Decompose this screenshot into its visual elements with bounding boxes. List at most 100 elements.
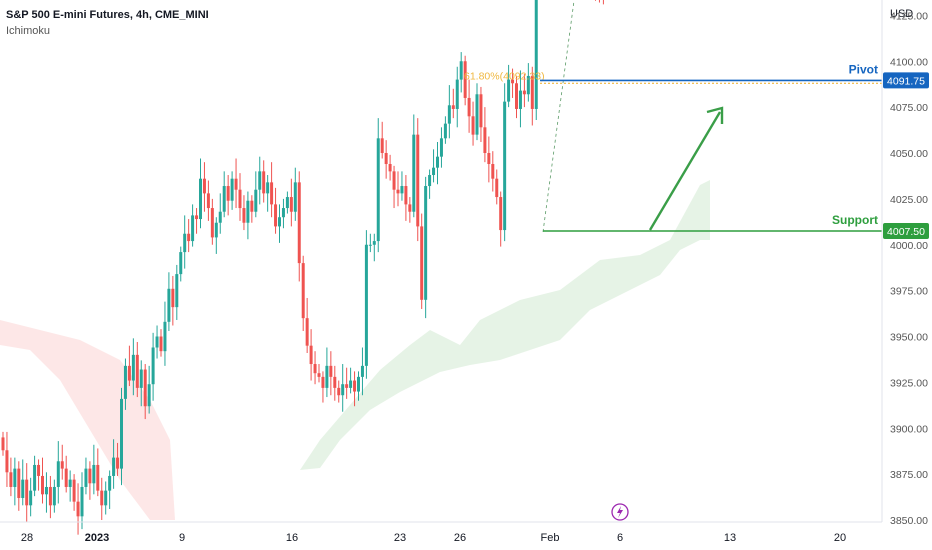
candle-body: [242, 208, 246, 223]
candle-body: [199, 178, 202, 220]
candle-body: [313, 364, 317, 374]
ichimoku-cloud: [0, 180, 710, 520]
candle-body: [262, 171, 266, 194]
candle-body: [333, 376, 337, 388]
candle-body: [9, 472, 13, 487]
candle-body: [515, 83, 518, 109]
candle-body: [80, 486, 84, 517]
candle-body: [321, 376, 325, 388]
candle-body: [44, 486, 48, 495]
candle-body: [305, 318, 309, 346]
price-tick-label: 3975.00: [890, 286, 928, 298]
candle-body: [175, 274, 179, 308]
candle-body: [270, 182, 274, 205]
candle-body: [151, 347, 155, 385]
pivot-label: Pivot: [849, 62, 878, 76]
candle-body: [56, 461, 60, 487]
candlestick-series: [1, 0, 604, 535]
candle-body: [100, 490, 104, 506]
candle-body: [163, 321, 167, 352]
candle-body: [210, 208, 214, 238]
candle-body: [329, 365, 333, 377]
candle-body: [388, 164, 392, 172]
candle-body: [491, 164, 495, 179]
candle-body: [226, 186, 230, 201]
candle-body: [167, 288, 171, 322]
indicator-label[interactable]: Ichimoku: [6, 25, 51, 37]
fib-label: 61.80%(4092.33): [464, 70, 545, 82]
candle-body: [451, 105, 455, 109]
candle-body: [206, 193, 210, 209]
candle-body: [147, 384, 151, 407]
candle-body: [289, 197, 293, 212]
time-tick-label: 16: [286, 532, 298, 544]
candle-body: [202, 178, 206, 194]
price-tick-label: 3875.00: [890, 469, 928, 481]
projection-arrow-head: [706, 106, 724, 124]
candle-body: [325, 365, 329, 388]
candle-body: [479, 94, 483, 128]
candle-body: [285, 197, 289, 209]
candle-body: [195, 215, 199, 220]
candle-body: [48, 486, 52, 506]
candle-body: [455, 79, 459, 109]
currency-label: USD: [890, 8, 914, 20]
candle-body: [96, 464, 100, 491]
candle-body: [487, 153, 491, 165]
candle-body: [104, 490, 108, 506]
candle-body: [230, 178, 234, 201]
candle-body: [511, 79, 515, 84]
candle-body: [37, 464, 41, 476]
candle-body: [68, 479, 72, 487]
candle-body: [530, 75, 534, 109]
candle-body: [281, 208, 285, 218]
candle-body: [76, 501, 80, 517]
candle-body: [297, 182, 301, 264]
candle-body: [364, 244, 368, 366]
candle-body: [135, 354, 139, 388]
price-tick-label: 4050.00: [890, 148, 928, 160]
candle-body: [372, 241, 376, 245]
price-tick-label: 3850.00: [890, 515, 928, 527]
candle-body: [380, 138, 384, 153]
candle-body: [191, 215, 195, 242]
candle-body: [376, 138, 380, 242]
candle-body: [116, 457, 120, 469]
time-tick-label: 20: [834, 532, 846, 544]
candle-body: [420, 226, 424, 300]
candle-body: [368, 244, 372, 246]
candle-body: [60, 461, 64, 469]
candle-body: [238, 189, 242, 209]
candle-body: [246, 200, 250, 223]
candle-body: [400, 186, 404, 194]
candle-body: [341, 384, 345, 396]
candle-body: [483, 127, 487, 153]
candle-body: [64, 468, 68, 487]
price-tick-label: 4100.00: [890, 56, 928, 68]
candle-body: [424, 186, 428, 300]
candle-body: [13, 468, 17, 487]
candle-body: [187, 233, 191, 242]
time-tick-label: 6: [617, 532, 623, 544]
candle-body: [159, 336, 163, 352]
candle-body: [412, 134, 416, 212]
candle-body: [534, 0, 538, 109]
chart-title: S&P 500 E-mini Futures, 4h, CME_MINI: [6, 9, 209, 21]
candle-body: [499, 197, 503, 231]
candle-body: [218, 211, 222, 223]
candle-body: [384, 153, 388, 165]
candle-body: [436, 156, 439, 168]
candle-body: [92, 464, 96, 484]
candle-body: [5, 450, 9, 473]
time-tick-label: 13: [724, 532, 736, 544]
price-tick-label: 4025.00: [890, 194, 928, 206]
support-price-tag: [883, 222, 929, 239]
candle-body: [254, 189, 258, 212]
candle-body: [439, 138, 443, 157]
fib-trend-line: [542, 0, 575, 232]
candle-body: [522, 90, 526, 95]
price-tick-label: 3950.00: [890, 332, 928, 344]
price-tick-label: 3925.00: [890, 377, 928, 389]
candle-body: [475, 94, 479, 135]
